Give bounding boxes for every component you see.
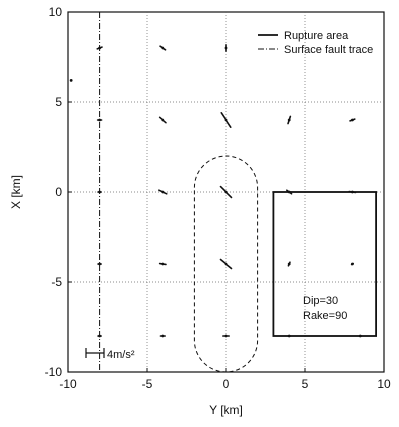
station-point (224, 118, 228, 122)
station-point (98, 190, 101, 194)
station-point (224, 46, 228, 50)
x-tick-label: 5 (302, 377, 309, 391)
station-point (224, 190, 228, 194)
station-point (161, 334, 165, 338)
y-tick-label: 10 (49, 5, 63, 19)
x-axis-label: Y [km] (209, 403, 243, 417)
station-point (98, 118, 101, 122)
station-point (351, 118, 354, 122)
y-tick-label: 5 (55, 95, 62, 109)
station-point (98, 46, 101, 50)
station-point (287, 190, 291, 194)
station-point (98, 334, 101, 338)
station-point (351, 262, 354, 266)
legend-rupture-label: Rupture area (284, 30, 349, 42)
stadium-outline (193, 155, 259, 373)
station-point (224, 262, 228, 266)
station-point (161, 190, 165, 194)
scale-bar: 4m/s² (85, 348, 135, 361)
station-point (69, 79, 73, 82)
marks (69, 12, 377, 373)
station-point (351, 190, 354, 194)
x-tick-label: 0 (223, 377, 230, 391)
x-tick-label: -10 (59, 377, 77, 391)
station-point (287, 334, 291, 338)
station-point (98, 262, 101, 266)
station-point (358, 334, 362, 338)
dip-annotation: Dip=30 (303, 295, 338, 307)
station-point (161, 262, 165, 266)
station-point (287, 262, 291, 266)
y-tick-label: -10 (45, 365, 63, 379)
y-tick-label: -5 (51, 275, 62, 289)
station-point (161, 46, 165, 50)
scale-bar-label: 4m/s² (107, 349, 135, 361)
ticks: -10 -5 0 5 10 10 5 0 -5 -10 (45, 5, 391, 391)
station-point (161, 118, 165, 122)
station-point (224, 334, 228, 338)
legend: Rupture area Surface fault trace (258, 30, 373, 56)
y-tick-label: 0 (55, 185, 62, 199)
rake-annotation: Rake=90 (303, 310, 347, 322)
x-tick-label: 10 (377, 377, 391, 391)
y-axis-label: X [km] (9, 175, 23, 209)
rupture-area (272, 191, 377, 337)
legend-fault-label: Surface fault trace (284, 44, 373, 56)
x-tick-label: -5 (142, 377, 153, 391)
station-point (287, 118, 291, 122)
